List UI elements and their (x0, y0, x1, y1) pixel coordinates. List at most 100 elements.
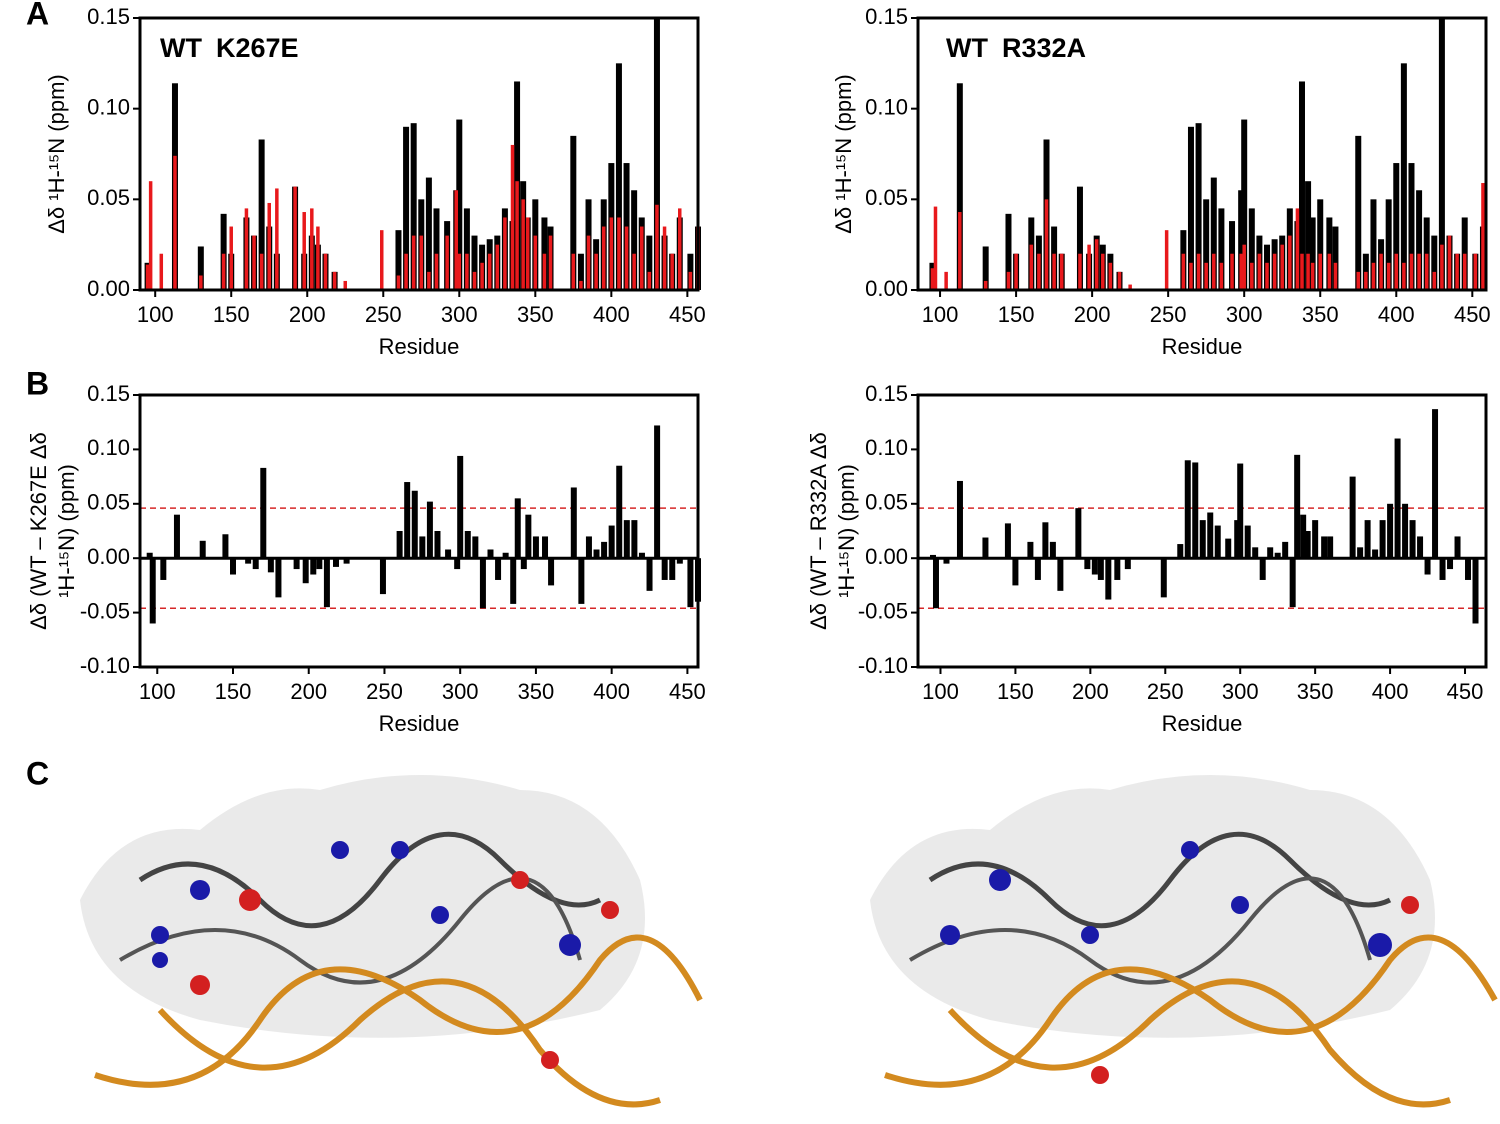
bar (929, 554, 936, 559)
bar (419, 536, 426, 559)
bar (647, 271, 652, 290)
legend-entry: WT (946, 33, 988, 63)
bar (173, 155, 177, 290)
bar (379, 230, 384, 290)
bar (258, 139, 265, 290)
legend-entry: R332A (1002, 33, 1086, 63)
bar (1312, 520, 1319, 559)
x-tick-label: 400 (593, 302, 630, 327)
bar (1057, 558, 1064, 591)
bar (1349, 476, 1356, 559)
bar (244, 208, 249, 290)
bar (646, 235, 653, 290)
bar (310, 558, 317, 575)
bar (480, 262, 484, 290)
x-tick-label: 300 (442, 679, 479, 704)
bar (956, 83, 963, 290)
bar (1219, 262, 1224, 290)
bar (457, 455, 464, 559)
bar (1252, 547, 1259, 559)
y-tick-label: 0.15 (87, 4, 130, 29)
panel-label: C (26, 755, 49, 791)
bar (1250, 262, 1254, 290)
bar (425, 177, 432, 290)
x-tick-label: 400 (1372, 679, 1409, 704)
bar (638, 552, 645, 559)
bar (275, 558, 282, 598)
bar (933, 206, 938, 290)
y-axis-label: Δδ (WT – R332A Δδ (806, 432, 831, 630)
bar (687, 558, 694, 608)
bar (479, 558, 486, 609)
bar (463, 208, 470, 290)
bar (222, 534, 229, 559)
y-tick-label: 0.15 (865, 4, 908, 29)
bar (1394, 438, 1401, 559)
bar (419, 235, 424, 290)
bar (302, 558, 309, 584)
bar (173, 514, 180, 559)
panel-label: A (26, 0, 49, 31)
x-tick-label: 450 (1454, 302, 1491, 327)
bar (1164, 230, 1169, 290)
x-tick-label: 100 (922, 302, 959, 327)
bar (1385, 199, 1392, 290)
bar (676, 558, 683, 564)
bar (220, 213, 227, 290)
bar (503, 217, 507, 290)
bar (1218, 208, 1225, 290)
bar (343, 280, 348, 290)
bar (1034, 558, 1041, 580)
bar (316, 226, 320, 290)
bar (343, 558, 350, 564)
bar (1282, 541, 1289, 559)
bar (1447, 558, 1454, 570)
bar (1214, 525, 1221, 559)
bar (1357, 547, 1364, 559)
bar (1280, 244, 1284, 290)
x-tick-label: 100 (137, 302, 174, 327)
bar (221, 253, 226, 290)
bar (1333, 262, 1338, 290)
x-tick-label: 400 (593, 679, 630, 704)
bar (1203, 199, 1210, 290)
bar (293, 186, 297, 290)
bar (601, 541, 608, 559)
bar (149, 558, 156, 624)
bar (1473, 253, 1478, 290)
bar (982, 246, 989, 290)
bar (445, 235, 449, 290)
bar (646, 558, 653, 591)
bar (958, 212, 962, 290)
x-tick-label: 150 (997, 679, 1034, 704)
bar (1355, 135, 1362, 290)
bar (1238, 190, 1245, 290)
bar (655, 204, 659, 290)
bar (1288, 235, 1292, 290)
bar (1225, 538, 1232, 559)
bar (982, 537, 989, 559)
bar (585, 536, 592, 559)
bar (1105, 558, 1112, 600)
y-tick-label: 0.00 (865, 544, 908, 569)
bar (145, 264, 150, 290)
y-axis-label: Δδ ¹H-¹⁵N (ppm) (831, 74, 856, 234)
bar (1417, 536, 1424, 559)
y-tick-label: -0.05 (858, 598, 908, 623)
y-axis-label: Δδ (WT – K267E Δδ (26, 432, 51, 630)
y-tick-label: 0.15 (87, 381, 130, 406)
bar (302, 212, 306, 290)
x-tick-label: 150 (998, 302, 1035, 327)
bar (426, 501, 433, 559)
bar (1210, 177, 1217, 290)
bar (472, 536, 479, 559)
bar (159, 253, 164, 290)
y-tick-label: 0.10 (87, 435, 130, 460)
bar (323, 253, 328, 290)
bar (1371, 262, 1376, 290)
bar (1244, 525, 1251, 559)
bar (1432, 271, 1437, 290)
panel-label: B (26, 365, 49, 401)
y-tick-label: -0.10 (80, 653, 130, 678)
x-tick-label: 400 (1378, 302, 1415, 327)
